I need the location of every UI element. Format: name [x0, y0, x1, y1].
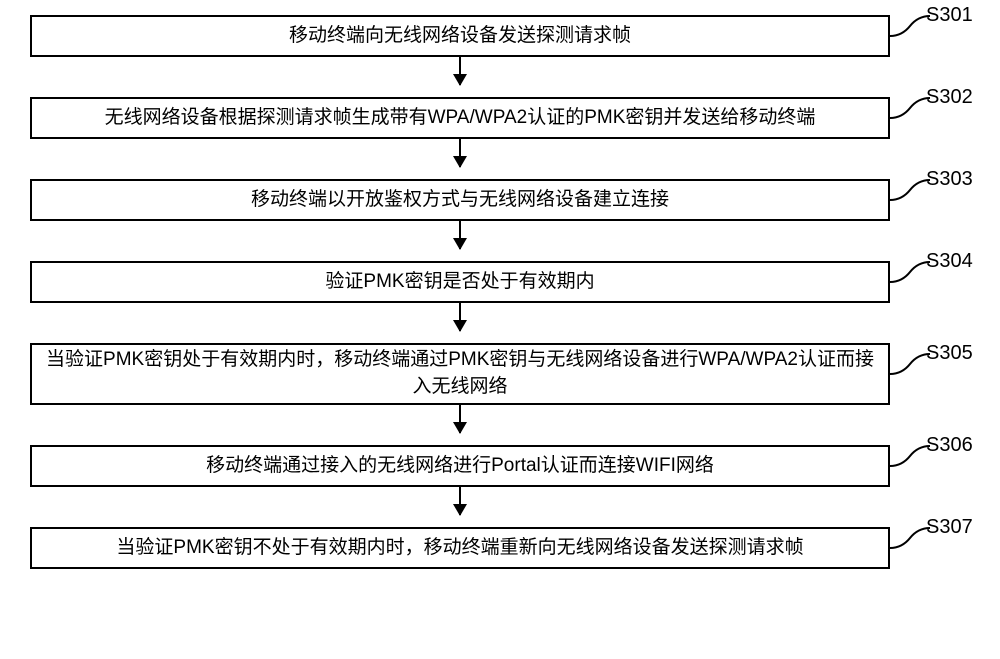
step-row: 移动终端以开放鉴权方式与无线网络设备建立连接S303	[30, 179, 970, 221]
step-label: S307	[926, 516, 973, 539]
step-row: 移动终端向无线网络设备发送探测请求帧S301	[30, 15, 970, 57]
arrow-down	[30, 303, 890, 331]
step-label: S303	[926, 168, 973, 191]
step-box-s304: 验证PMK密钥是否处于有效期内	[30, 261, 890, 303]
step-box-s305: 当验证PMK密钥处于有效期内时，移动终端通过PMK密钥与无线网络设备进行WPA/…	[30, 343, 890, 405]
step-row: 验证PMK密钥是否处于有效期内S304	[30, 261, 970, 303]
arrow-down	[30, 405, 890, 433]
step-label: S301	[926, 4, 973, 27]
step-row: 当验证PMK密钥不处于有效期内时，移动终端重新向无线网络设备发送探测请求帧S30…	[30, 527, 970, 569]
step-box-s301: 移动终端向无线网络设备发送探测请求帧	[30, 15, 890, 57]
arrow-down	[30, 487, 890, 515]
arrow-down	[30, 139, 890, 167]
step-box-s302: 无线网络设备根据探测请求帧生成带有WPA/WPA2认证的PMK密钥并发送给移动终…	[30, 97, 890, 139]
arrow-down	[30, 221, 890, 249]
step-box-s306: 移动终端通过接入的无线网络进行Portal认证而连接WIFI网络	[30, 445, 890, 487]
step-row: 当验证PMK密钥处于有效期内时，移动终端通过PMK密钥与无线网络设备进行WPA/…	[30, 343, 970, 405]
step-row: 无线网络设备根据探测请求帧生成带有WPA/WPA2认证的PMK密钥并发送给移动终…	[30, 97, 970, 139]
step-label: S302	[926, 86, 973, 109]
step-label: S306	[926, 434, 973, 457]
step-row: 移动终端通过接入的无线网络进行Portal认证而连接WIFI网络S306	[30, 445, 970, 487]
step-label: S304	[926, 250, 973, 273]
step-box-s307: 当验证PMK密钥不处于有效期内时，移动终端重新向无线网络设备发送探测请求帧	[30, 527, 890, 569]
step-box-s303: 移动终端以开放鉴权方式与无线网络设备建立连接	[30, 179, 890, 221]
arrow-down	[30, 57, 890, 85]
step-label: S305	[926, 342, 973, 365]
